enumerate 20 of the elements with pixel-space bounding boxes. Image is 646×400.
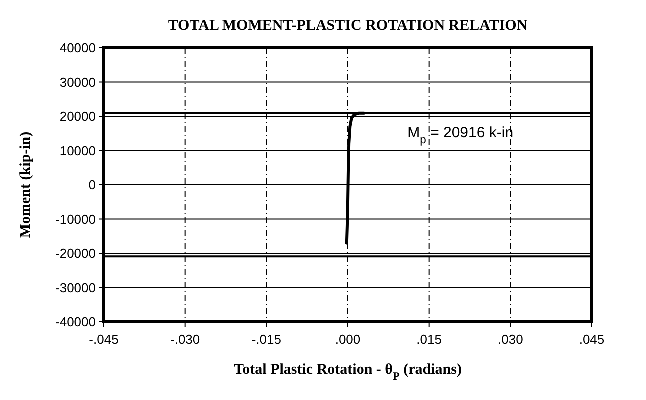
x-axis-title: Total Plastic Rotation - θ$_{P}$ (radians)	[234, 362, 462, 383]
chart-title: TOTAL MOMENT-PLASTIC ROTATION RELATION	[168, 18, 528, 34]
y-axis-title: Moment (kip-in)	[18, 132, 34, 238]
x-tick-label: -.015	[252, 332, 282, 347]
y-tick-label: 10000	[60, 143, 96, 158]
y-tick-label: -20000	[56, 246, 96, 262]
y-tick-label: -10000	[56, 212, 96, 227]
ref-line-label: M$_{p}$ = 20916 k-in	[408, 124, 514, 146]
x-tick-label: -.045	[89, 332, 119, 347]
y-tick-label: -40000	[56, 314, 96, 330]
y-tick-label: -30000	[56, 280, 96, 296]
x-tick-label: .000	[335, 332, 361, 347]
y-tick-label: 40000	[60, 40, 96, 56]
y-tick-label: 0	[88, 178, 96, 193]
y-tick-label: 30000	[60, 74, 96, 90]
x-tick-label: .030	[498, 332, 524, 347]
x-tick-label: .045	[579, 332, 605, 347]
y-tick-label: 20000	[60, 109, 96, 124]
x-tick-label: .015	[416, 332, 442, 347]
x-tick-label: -.030	[170, 332, 200, 347]
